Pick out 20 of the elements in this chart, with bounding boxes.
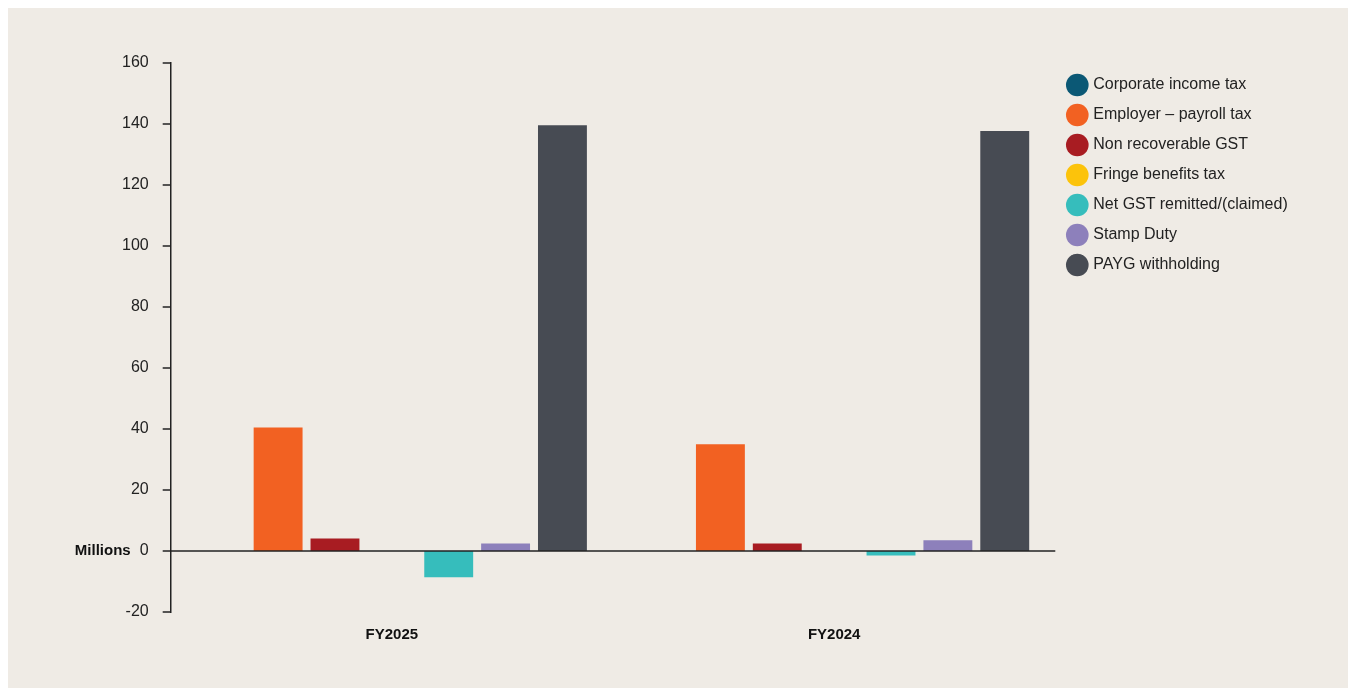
- x-tick-label: FY2025: [365, 625, 419, 643]
- legend-label: Corporate income tax: [1093, 75, 1247, 93]
- y-axis-title: Millions: [74, 541, 131, 559]
- y-tick-label: 20: [130, 480, 149, 498]
- y-tick-label: 0: [139, 541, 149, 559]
- y-tick-label: 60: [130, 358, 149, 376]
- x-tick-label: FY2024: [807, 625, 862, 643]
- y-tick-label: 40: [130, 419, 149, 437]
- legend-label: Fringe benefits tax: [1093, 165, 1225, 183]
- y-tick-label: 100: [121, 236, 149, 254]
- y-tick-label: 80: [130, 297, 149, 315]
- legend-label: Net GST remitted/(claimed): [1093, 195, 1288, 213]
- legend-label: Employer – payroll tax: [1093, 105, 1252, 123]
- y-tick-label: -20: [125, 602, 149, 620]
- y-tick-label: 120: [121, 175, 149, 193]
- y-tick-label: 160: [121, 53, 149, 71]
- legend-label: Non recoverable GST: [1093, 135, 1249, 153]
- y-tick-label: 140: [121, 114, 149, 132]
- legend-label: PAYG withholding: [1093, 255, 1220, 273]
- legend-label: Stamp Duty: [1093, 225, 1177, 243]
